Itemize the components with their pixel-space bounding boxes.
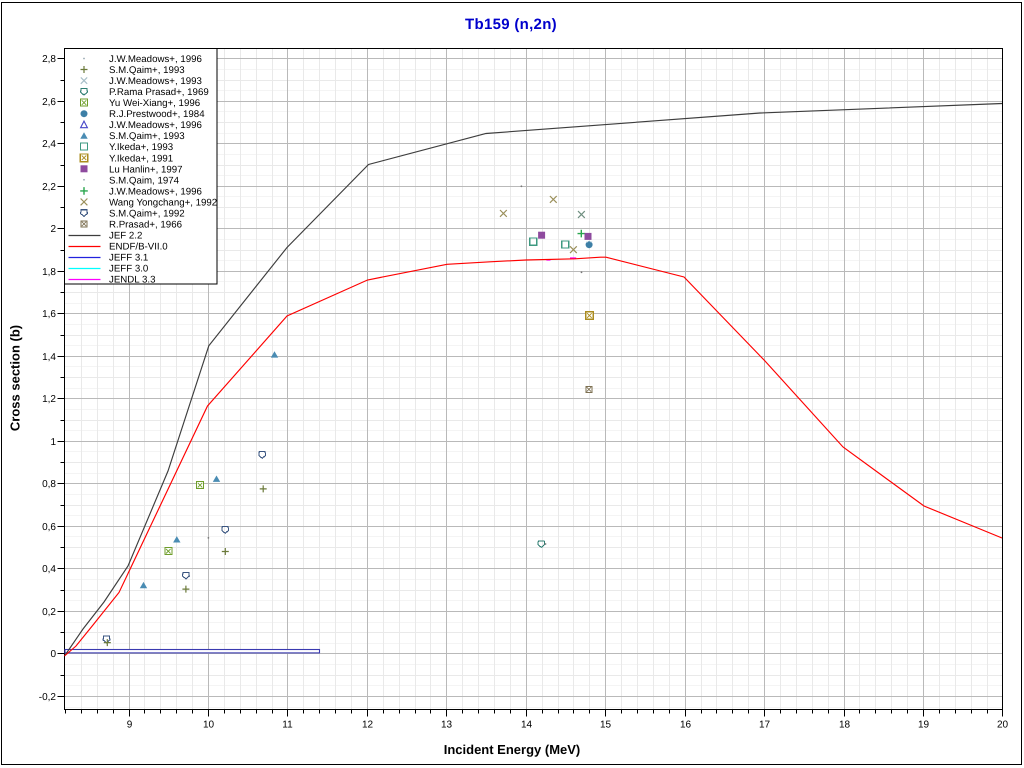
svg-text:Yu Wei-Xiang+, 1996: Yu Wei-Xiang+, 1996 [109, 98, 200, 109]
svg-text:JEFF 3.1: JEFF 3.1 [109, 253, 148, 264]
svg-text:17: 17 [759, 720, 771, 731]
svg-text:0: 0 [50, 649, 56, 660]
svg-text:-0,2: -0,2 [39, 692, 57, 703]
svg-text:12: 12 [362, 720, 374, 731]
svg-text:0,4: 0,4 [42, 564, 56, 575]
svg-text:R.J.Prestwood+, 1984: R.J.Prestwood+, 1984 [109, 109, 205, 120]
svg-text:1,6: 1,6 [42, 309, 56, 320]
svg-text:ENDF/B-VII.0: ENDF/B-VII.0 [109, 242, 168, 253]
svg-text:19: 19 [918, 720, 930, 731]
svg-text:J.W.Meadows+, 1996: J.W.Meadows+, 1996 [109, 120, 202, 131]
svg-text:1,8: 1,8 [42, 267, 56, 278]
svg-text:S.M.Qaim+, 1993: S.M.Qaim+, 1993 [109, 65, 185, 76]
svg-text:0,2: 0,2 [42, 607, 56, 618]
svg-text:Y.Ikeda+, 1993: Y.Ikeda+, 1993 [109, 142, 173, 153]
svg-text:Incident Energy (MeV): Incident Energy (MeV) [444, 742, 581, 757]
svg-text:1,2: 1,2 [42, 394, 56, 405]
svg-text:J.W.Meadows+, 1993: J.W.Meadows+, 1993 [109, 76, 202, 87]
svg-text:Wang Yongchang+, 1992: Wang Yongchang+, 1992 [109, 197, 217, 208]
svg-text:1,4: 1,4 [42, 352, 56, 363]
svg-text:JEF 2.2: JEF 2.2 [109, 231, 142, 242]
svg-text:S.M.Qaim+, 1993: S.M.Qaim+, 1993 [109, 131, 185, 142]
svg-text:0,8: 0,8 [42, 479, 56, 490]
svg-text:13: 13 [441, 720, 453, 731]
svg-text:2: 2 [50, 224, 56, 235]
svg-text:S.M.Qaim+, 1992: S.M.Qaim+, 1992 [109, 208, 185, 219]
svg-text:S.M.Qaim, 1974: S.M.Qaim, 1974 [109, 175, 180, 186]
svg-text:R.Prasad+, 1966: R.Prasad+, 1966 [109, 219, 182, 230]
svg-text:Cross section (b): Cross section (b) [8, 325, 23, 431]
svg-text:Lu Hanlin+, 1997: Lu Hanlin+, 1997 [109, 164, 183, 175]
svg-text:J.W.Meadows+, 1996: J.W.Meadows+, 1996 [109, 186, 202, 197]
svg-text:20: 20 [997, 720, 1009, 731]
svg-text:10: 10 [203, 720, 215, 731]
svg-text:2,6: 2,6 [42, 97, 56, 108]
svg-text:1: 1 [50, 437, 56, 448]
svg-text:P.Rama Prasad+, 1969: P.Rama Prasad+, 1969 [109, 87, 209, 98]
svg-text:14: 14 [521, 720, 533, 731]
svg-text:0,6: 0,6 [42, 522, 56, 533]
svg-text:16: 16 [680, 720, 692, 731]
svg-text:Y.Ikeda+, 1991: Y.Ikeda+, 1991 [109, 153, 173, 164]
svg-text:J.W.Meadows+, 1996: J.W.Meadows+, 1996 [109, 54, 202, 65]
svg-text:18: 18 [839, 720, 851, 731]
svg-text:11: 11 [282, 720, 293, 731]
svg-text:15: 15 [600, 720, 612, 731]
svg-text:JENDL 3.3: JENDL 3.3 [109, 275, 155, 286]
svg-text:Tb159 (n,2n): Tb159 (n,2n) [465, 16, 557, 33]
svg-text:2,2: 2,2 [42, 182, 56, 193]
svg-text:2,4: 2,4 [42, 139, 56, 150]
svg-text:JEFF 3.0: JEFF 3.0 [109, 264, 149, 275]
svg-text:2,8: 2,8 [42, 54, 56, 65]
svg-text:9: 9 [127, 720, 133, 731]
